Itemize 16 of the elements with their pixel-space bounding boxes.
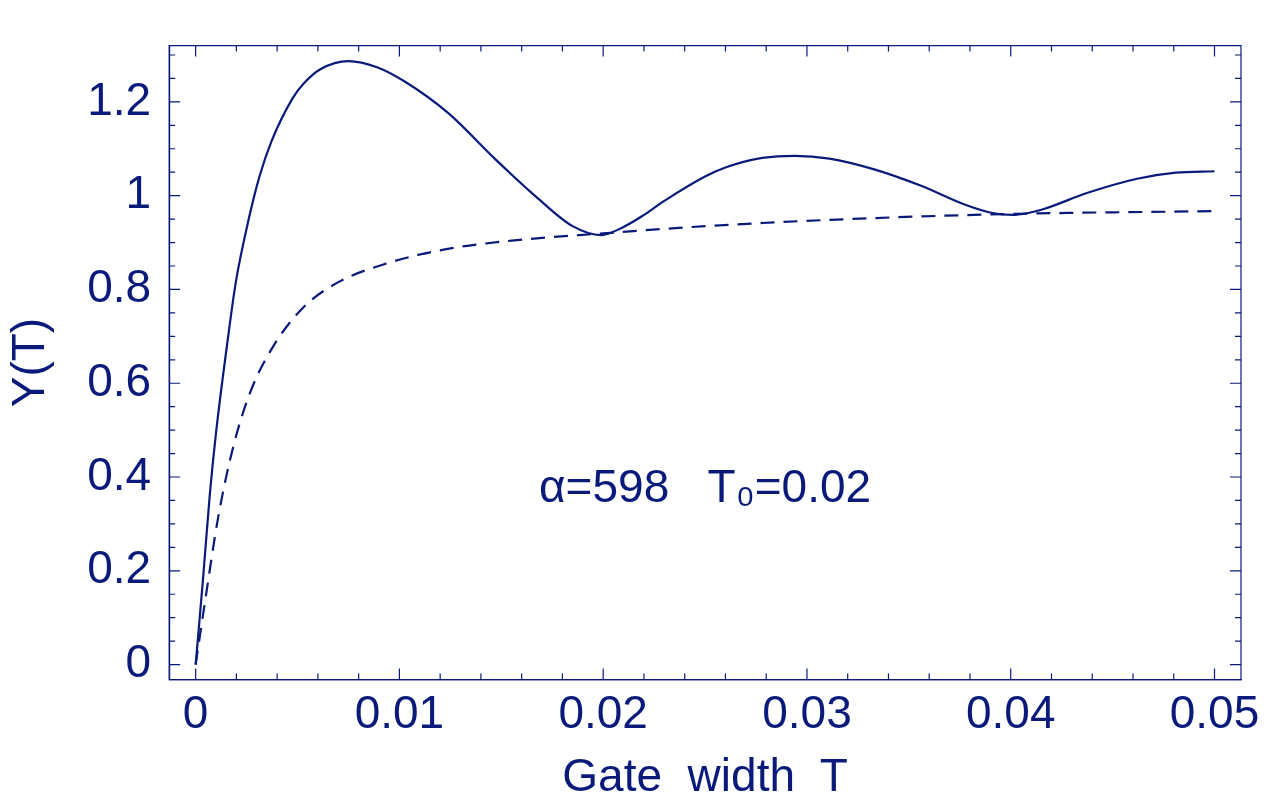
y-tick-label: 0.6 bbox=[87, 353, 152, 406]
x-tick-label: 0.04 bbox=[965, 685, 1056, 738]
y-tick-label: 1 bbox=[125, 166, 152, 219]
y-tick-label: 0.2 bbox=[87, 541, 152, 594]
x-tick-label: 0.01 bbox=[354, 685, 445, 738]
x-tick-label: 0.03 bbox=[762, 685, 852, 738]
x-tick-label: 0 bbox=[182, 685, 209, 738]
x-axis-title: Gate width T bbox=[562, 749, 848, 802]
y-tick-label: 1.2 bbox=[87, 72, 152, 125]
y-axis-title: Y(T) bbox=[2, 317, 55, 408]
y-tick-label: 0 bbox=[125, 635, 152, 688]
x-tick-label: 0.02 bbox=[558, 685, 648, 738]
y-tick-label: 0.8 bbox=[87, 260, 152, 313]
y-tick-label: 0.4 bbox=[87, 447, 152, 500]
x-tick-label: 0.05 bbox=[1169, 685, 1260, 738]
annotation: α=598 T₀=0.02 bbox=[539, 460, 872, 513]
